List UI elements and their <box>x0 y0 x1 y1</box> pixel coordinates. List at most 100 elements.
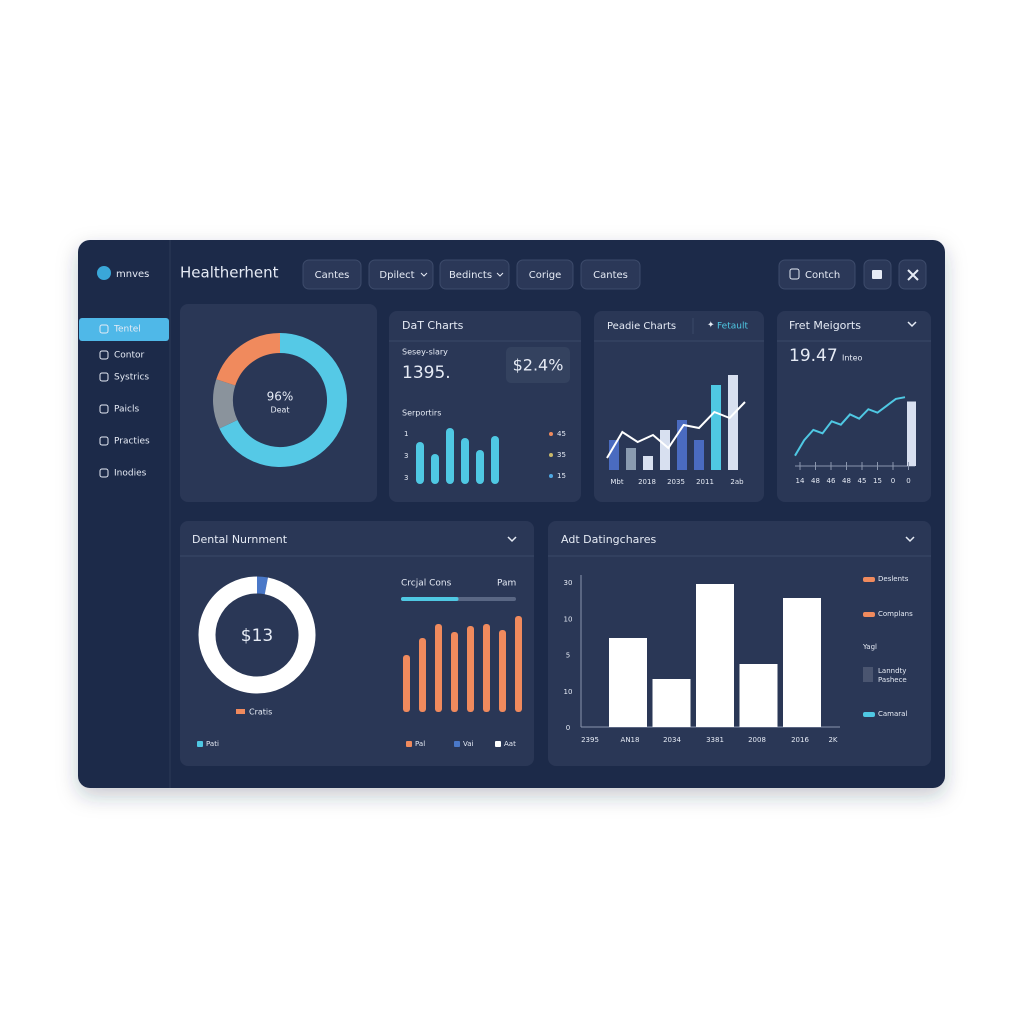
card-title: Peadie Charts <box>607 321 676 332</box>
sidebar-active[interactable] <box>79 318 169 341</box>
ring-segment <box>219 333 347 467</box>
legend-swatch <box>863 712 875 717</box>
legend-label: Camaral <box>878 710 907 718</box>
sidebar-icon <box>99 404 109 414</box>
legend-swatch <box>863 577 875 582</box>
y-label: 0 <box>566 724 570 732</box>
bar <box>416 442 424 484</box>
logo-text: mnves <box>116 269 149 280</box>
sidebar-item[interactable]: Systrics <box>114 373 149 383</box>
caret <box>420 272 428 277</box>
x-label: AN18 <box>621 736 640 744</box>
x-label: 48 <box>842 477 851 485</box>
ring-segment <box>198 576 316 694</box>
logo-icon <box>97 266 111 280</box>
legend-swatch <box>406 741 412 747</box>
bar <box>451 632 458 712</box>
bar <box>499 630 506 712</box>
x-label: 2035 <box>667 478 685 486</box>
card-title: Dental Nurnment <box>192 533 288 546</box>
legend-swatch <box>454 741 460 747</box>
legend-label: Lanndty <box>878 667 906 675</box>
x-label: 2018 <box>638 478 656 486</box>
sidebar-item[interactable]: Practies <box>114 437 150 447</box>
legend-label: 15 <box>557 472 566 480</box>
legend-label: Vai <box>463 740 474 748</box>
sidebar-item[interactable]: Inodies <box>114 469 147 479</box>
legend-label: Aat <box>504 740 516 748</box>
nav-tab[interactable] <box>302 259 362 290</box>
sidebar-icon <box>99 350 109 360</box>
legend-label: Pati <box>206 740 219 748</box>
button-label: Contch <box>805 270 840 281</box>
x-label: 14 <box>796 477 805 485</box>
button-icon <box>789 268 800 280</box>
contch-button[interactable] <box>778 259 856 290</box>
nav-tab[interactable] <box>439 259 510 290</box>
legend-label: Deslents <box>878 575 909 583</box>
icon <box>907 269 919 281</box>
bar <box>435 624 442 712</box>
bar <box>660 430 670 470</box>
bars-title: Crcjal Cons <box>401 579 452 589</box>
y-label: 1 <box>404 430 408 438</box>
bar <box>461 438 469 484</box>
card-title: Adt Datingchares <box>561 533 656 546</box>
ring-segment <box>216 333 281 386</box>
sidebar-icon <box>99 468 109 478</box>
caret <box>496 272 504 277</box>
sidebar-icon <box>99 372 109 382</box>
y-label: 10 <box>564 688 573 696</box>
nav-tab[interactable] <box>516 259 574 290</box>
card-title: Fret Meigorts <box>789 319 861 332</box>
legend-swatch <box>863 667 873 682</box>
x-label: 46 <box>827 477 836 485</box>
chart-label: Serportirs <box>402 409 441 418</box>
nav-tab[interactable] <box>368 259 434 290</box>
sidebar-item[interactable]: Tentel <box>113 325 141 335</box>
legend-swatch <box>863 612 875 617</box>
x-label: 0 <box>906 477 910 485</box>
ring-segment <box>213 379 238 429</box>
legend-swatch <box>236 709 245 714</box>
ring-segment <box>256 576 268 595</box>
legend-label: Pashece <box>878 676 907 684</box>
bar <box>907 401 916 466</box>
bar <box>491 436 499 484</box>
sidebar-item[interactable]: Contor <box>114 351 145 361</box>
x-label: 45 <box>858 477 867 485</box>
chevron[interactable] <box>905 536 915 543</box>
bar <box>643 456 653 470</box>
ring-value: $13 <box>241 626 273 646</box>
sidebar-icon <box>99 324 109 334</box>
x-label: 2011 <box>696 478 714 486</box>
card-link[interactable]: Fetault <box>717 322 748 332</box>
bar <box>739 664 778 727</box>
x-label: 3381 <box>706 736 724 744</box>
chevron[interactable] <box>907 321 917 328</box>
kpi-label: Sesey-slary <box>402 348 448 357</box>
kpi-value: 19.47 <box>789 346 838 366</box>
bar <box>783 598 821 727</box>
nav-tab-label: Cantes <box>593 270 628 281</box>
x-label: Mbt <box>610 478 623 486</box>
donut-label: Deat <box>270 406 289 415</box>
bar <box>515 616 522 712</box>
bar <box>711 385 721 470</box>
chevron[interactable] <box>507 536 517 543</box>
y-label: 3 <box>404 474 408 482</box>
legend-dot <box>549 432 553 436</box>
legend-dot <box>549 474 553 478</box>
sidebar-item[interactable]: Paicls <box>114 405 139 415</box>
icon <box>872 270 882 279</box>
kpi-unit: Inteo <box>842 354 862 363</box>
nav-tab[interactable] <box>580 259 641 290</box>
bar <box>467 626 474 712</box>
y-label: 10 <box>564 615 573 623</box>
nav-tab-label: Corige <box>529 270 562 281</box>
bar <box>483 624 490 712</box>
badge: $2.4% <box>513 356 564 375</box>
legend-label: Complans <box>878 610 913 618</box>
